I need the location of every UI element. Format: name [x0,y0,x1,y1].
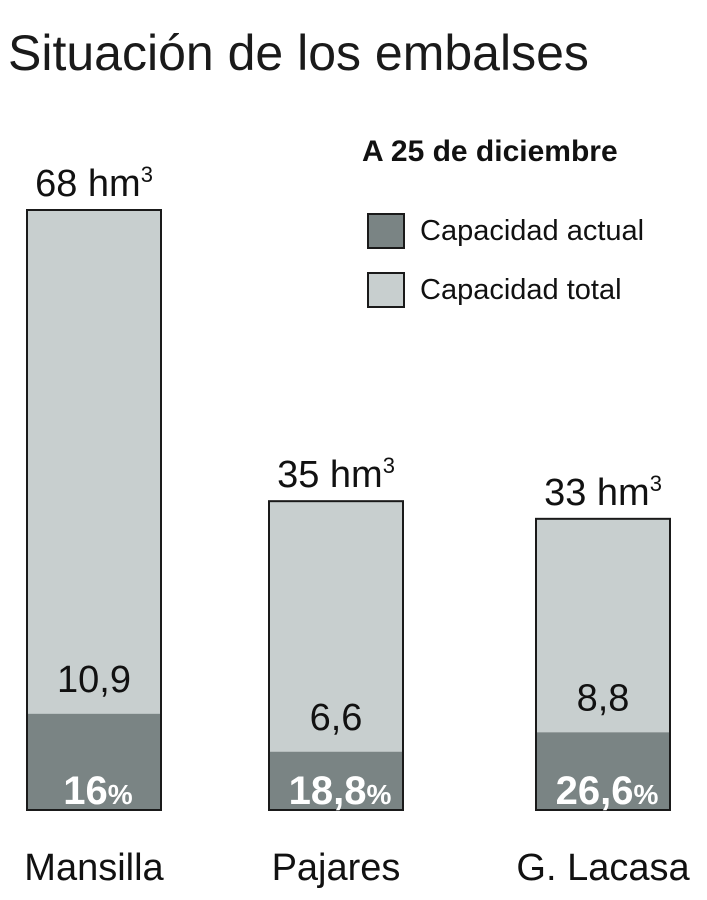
chart-subtitle: A 25 de diciembre [362,135,618,168]
percent-label-pajares: 18,8% [289,769,392,813]
current-value-label-mansilla: 10,9 [57,659,131,701]
category-label-mansilla: Mansilla [24,847,164,889]
total-label-pajares: 35 hm3 [277,453,395,496]
current-value-label-pajares: 6,6 [310,697,363,739]
legend-label-total: Capacidad total [420,274,622,306]
total-label-g-lacasa: 33 hm3 [544,471,662,514]
category-label-pajares: Pajares [272,847,401,889]
percent-label-mansilla: 16% [63,769,133,813]
bar-current-pajares [270,751,402,809]
total-label-mansilla: 68 hm3 [35,162,153,205]
bar-current-g-lacasa [537,732,669,809]
percent-label-g-lacasa: 26,6% [556,769,659,813]
legend: Capacidad actual Capacidad total [367,213,644,308]
bar-total-mansilla [26,209,162,811]
legend-swatch-total [367,272,405,308]
category-label-g-lacasa: G. Lacasa [516,847,690,889]
bars-group: 68 hm3 10,9 16% Mansilla 35 hm3 6,6 18,8% Pajar… [24,162,690,889]
legend-swatch-current [367,213,405,249]
legend-label-current: Capacidad actual [420,215,644,247]
chart-title: Situación de los embalses [8,25,589,81]
current-value-label-g-lacasa: 8,8 [577,677,630,719]
bar-current-mansilla [28,713,160,809]
